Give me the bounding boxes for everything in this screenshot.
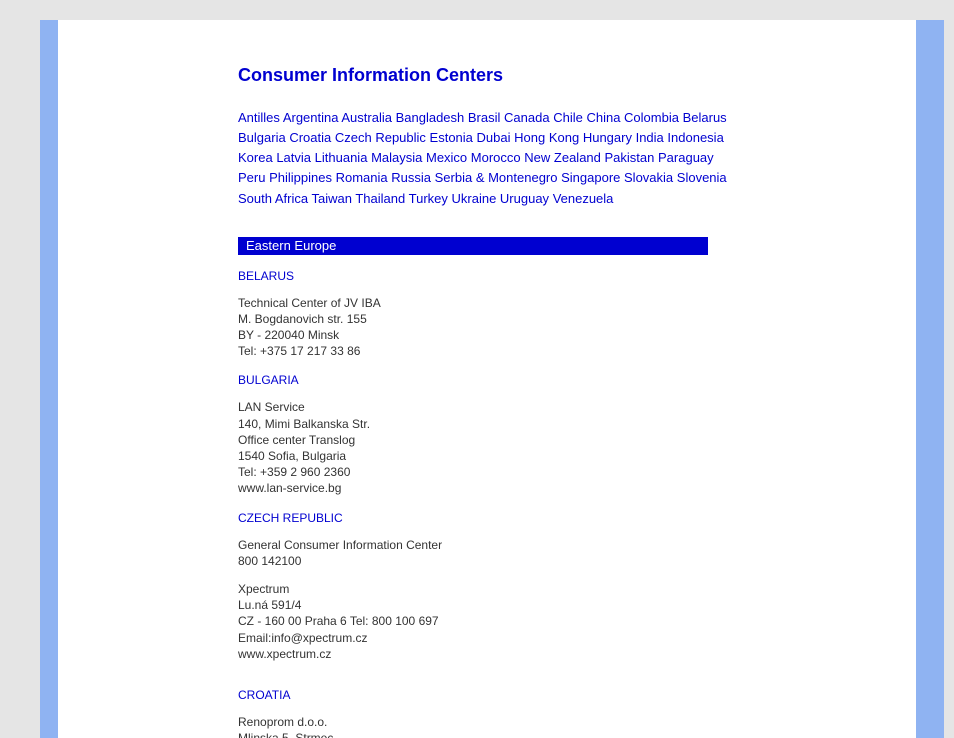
- country-link[interactable]: Slovenia: [677, 170, 727, 185]
- country-link[interactable]: Hungary: [583, 130, 632, 145]
- country-link[interactable]: South Africa: [238, 191, 308, 206]
- country-link[interactable]: Australia: [341, 110, 392, 125]
- decor-strip-left: [40, 20, 58, 738]
- address-line: General Consumer Information Center: [238, 537, 738, 553]
- address-line: BY - 220040 Minsk: [238, 327, 738, 343]
- country-body: LAN Service140, Mimi Balkanska Str.Offic…: [238, 399, 738, 496]
- page-outer: Consumer Information Centers Antilles Ar…: [0, 0, 954, 738]
- address-line: www.xpectrum.cz: [238, 646, 738, 662]
- page-body: Consumer Information Centers Antilles Ar…: [58, 20, 916, 738]
- country-link[interactable]: Indonesia: [667, 130, 723, 145]
- address-line: 1540 Sofia, Bulgaria: [238, 448, 738, 464]
- country-link[interactable]: Chile: [553, 110, 583, 125]
- country-link[interactable]: Korea: [238, 150, 273, 165]
- country-link[interactable]: New Zealand: [524, 150, 601, 165]
- country-link[interactable]: Hong Kong: [514, 130, 579, 145]
- country-link[interactable]: Latvia: [276, 150, 311, 165]
- country-link[interactable]: Uruguay: [500, 191, 549, 206]
- decor-strip-right: [918, 20, 944, 738]
- decor-strip-right-thin: [916, 20, 918, 738]
- address-line: www.lan-service.bg: [238, 480, 738, 496]
- content-area: Consumer Information Centers Antilles Ar…: [238, 65, 738, 738]
- country-link[interactable]: Lithuania: [315, 150, 368, 165]
- country-links-nav: Antilles Argentina Australia Bangladesh …: [238, 108, 738, 209]
- address-line: Tel: +359 2 960 2360: [238, 464, 738, 480]
- country-link[interactable]: Antilles: [238, 110, 280, 125]
- country-link[interactable]: Taiwan: [312, 191, 352, 206]
- country-link[interactable]: Bulgaria: [238, 130, 286, 145]
- country-link[interactable]: Bangladesh: [396, 110, 465, 125]
- address-line: Renoprom d.o.o.: [238, 714, 738, 730]
- entries-list: BELARUS Technical Center of JV IBAM. Bogd…: [238, 269, 738, 738]
- country-title[interactable]: BULGARIA: [238, 373, 738, 387]
- address-line: Office center Translog: [238, 432, 738, 448]
- address-line: Xpectrum: [238, 581, 738, 597]
- country-link[interactable]: Philippines: [269, 170, 332, 185]
- address-line: 140, Mimi Balkanska Str.: [238, 416, 738, 432]
- country-link[interactable]: Thailand: [355, 191, 405, 206]
- country-link[interactable]: Croatia: [289, 130, 331, 145]
- address-line: Mlinska 5, Strmec: [238, 730, 738, 738]
- country-link[interactable]: India: [636, 130, 664, 145]
- address-line: Tel: +375 17 217 33 86: [238, 343, 738, 359]
- country-link[interactable]: Dubai: [477, 130, 511, 145]
- country-link[interactable]: Mexico: [426, 150, 467, 165]
- address-line: Email:info@xpectrum.cz: [238, 630, 738, 646]
- address-line: Technical Center of JV IBA: [238, 295, 738, 311]
- country-link[interactable]: Serbia & Montenegro: [435, 170, 558, 185]
- address-line: Lu.ná 591/4: [238, 597, 738, 613]
- country-link[interactable]: Slovakia: [624, 170, 673, 185]
- country-link[interactable]: Venezuela: [553, 191, 614, 206]
- country-title[interactable]: CZECH REPUBLIC: [238, 511, 738, 525]
- country-link[interactable]: Czech Republic: [335, 130, 426, 145]
- region-header: Eastern Europe: [238, 237, 708, 255]
- country-link[interactable]: Morocco: [471, 150, 521, 165]
- page-title: Consumer Information Centers: [238, 65, 738, 86]
- country-title[interactable]: CROATIA: [238, 688, 738, 702]
- address-line: 800 142100: [238, 553, 738, 569]
- country-body: Technical Center of JV IBAM. Bogdanovich…: [238, 295, 738, 360]
- country-link[interactable]: Pakistan: [605, 150, 655, 165]
- country-link[interactable]: Argentina: [283, 110, 339, 125]
- country-body: Renoprom d.o.o.Mlinska 5, StrmecHR - 414…: [238, 714, 738, 738]
- address-line: CZ - 160 00 Praha 6 Tel: 800 100 697: [238, 613, 738, 629]
- country-link[interactable]: Canada: [504, 110, 550, 125]
- country-link[interactable]: Turkey: [409, 191, 448, 206]
- country-link[interactable]: Singapore: [561, 170, 620, 185]
- country-link[interactable]: Ukraine: [452, 191, 497, 206]
- address-line: LAN Service: [238, 399, 738, 415]
- country-link[interactable]: Estonia: [430, 130, 473, 145]
- country-body: General Consumer Information Center800 1…: [238, 537, 738, 662]
- country-link[interactable]: Brasil: [468, 110, 501, 125]
- country-link[interactable]: Romania: [336, 170, 388, 185]
- country-title[interactable]: BELARUS: [238, 269, 738, 283]
- country-link[interactable]: Colombia: [624, 110, 679, 125]
- country-link[interactable]: Peru: [238, 170, 265, 185]
- address-line: M. Bogdanovich str. 155: [238, 311, 738, 327]
- country-link[interactable]: China: [586, 110, 620, 125]
- country-link[interactable]: Malaysia: [371, 150, 422, 165]
- country-link[interactable]: Russia: [391, 170, 431, 185]
- country-link[interactable]: Paraguay: [658, 150, 714, 165]
- country-link[interactable]: Belarus: [683, 110, 727, 125]
